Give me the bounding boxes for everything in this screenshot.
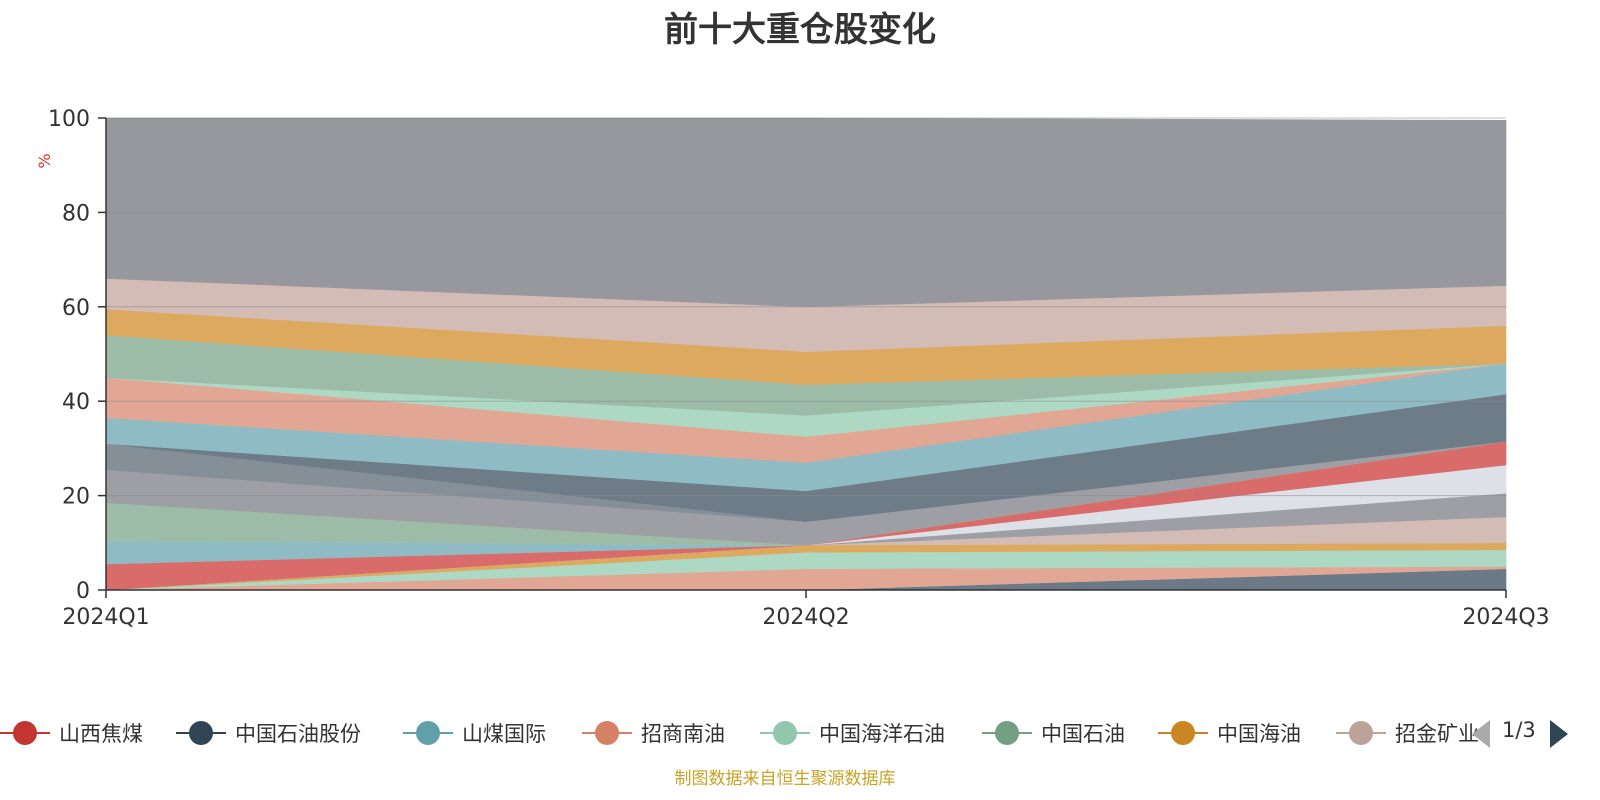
y-tick-label: 40 (62, 390, 90, 415)
legend-item[interactable]: 招金矿业 (1336, 716, 1479, 750)
y-tick-label: 80 (62, 201, 90, 226)
legend-item[interactable]: 山西焦煤 (0, 716, 143, 750)
legend-marker-icon (0, 716, 50, 750)
source-note: 制图数据来自恒生聚源数据库 (674, 769, 896, 789)
legend-marker-icon (760, 716, 810, 750)
legend-label: 招金矿业 (1395, 722, 1479, 746)
legend-label: 中国海油 (1217, 722, 1301, 746)
legend-item[interactable]: 中国海油 (1158, 716, 1301, 750)
chart-legend: 山西焦煤 中国石油股份 山煤国际 招商南油 中国海洋石油 中国石油 中国海油 招金矿业 (0, 716, 1600, 750)
x-tick-label: 2024Q1 (62, 605, 149, 630)
legend-label: 中国海洋石油 (819, 722, 945, 746)
legend-marker-icon (582, 716, 632, 750)
chart-title: 前十大重仓股变化 (664, 10, 936, 50)
legend-marker-icon (1336, 716, 1386, 750)
legend-item[interactable]: 中国海洋石油 (760, 716, 945, 750)
triangle-left-icon[interactable] (1472, 720, 1490, 748)
legend-label: 山西焦煤 (59, 722, 143, 746)
legend-marker-icon (1158, 716, 1208, 750)
legend-marker-icon (982, 716, 1032, 750)
y-tick-label: 100 (48, 107, 90, 132)
legend-label: 招商南油 (641, 722, 725, 746)
y-tick-label: 60 (62, 296, 90, 321)
triangle-right-icon[interactable] (1550, 720, 1568, 748)
legend-marker-icon (176, 716, 226, 750)
legend-pager: 1/3 (1468, 716, 1600, 750)
legend-item[interactable]: 山煤国际 (403, 716, 546, 750)
area-chart: 0 20 40 60 80 100 2024Q1 2024Q2 2024Q3% (35, 107, 1550, 630)
areas-layer (105, 117, 1507, 591)
legend-item[interactable]: 招商南油 (582, 716, 725, 750)
legend-label: 中国石油 (1041, 722, 1125, 746)
legend-label: 山煤国际 (462, 722, 546, 746)
x-tick-label: 2024Q2 (762, 605, 849, 630)
legend-label: 中国石油股份 (235, 722, 361, 746)
legend-page-indicator: 1/3 (1502, 718, 1536, 742)
legend-item[interactable]: 中国石油 (982, 716, 1125, 750)
legend-marker-icon (403, 716, 453, 750)
x-tick-label: 2024Q3 (1462, 605, 1549, 630)
y-tick-label: 0 (76, 579, 90, 604)
axis-layer: 0 20 40 60 80 100 2024Q1 2024Q2 2024Q3% (35, 107, 1550, 630)
y-tick-label: 20 (62, 485, 90, 510)
legend-item[interactable]: 中国石油股份 (176, 716, 361, 750)
y-axis-unit-label: % (35, 153, 54, 168)
